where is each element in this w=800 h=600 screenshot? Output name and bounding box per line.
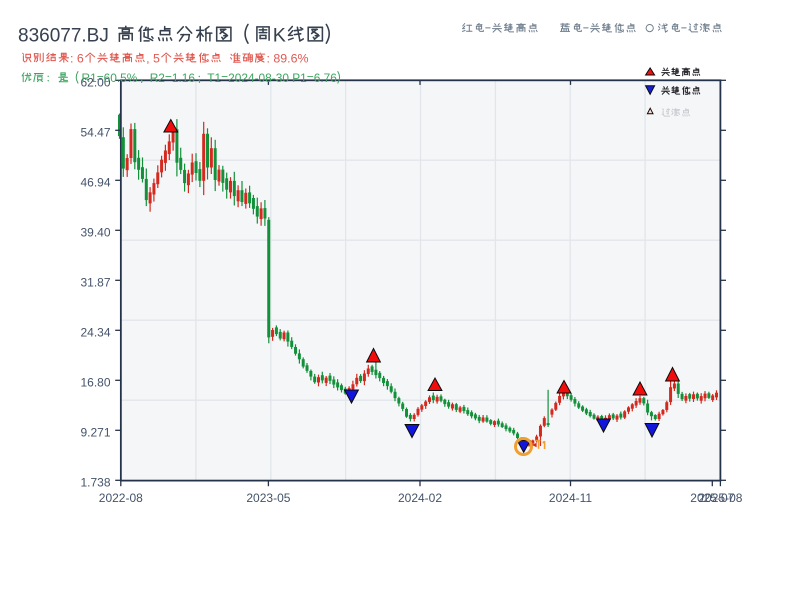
svg-text:: 89.6%: : 89.6% xyxy=(267,52,309,66)
svg-text:2023-05: 2023-05 xyxy=(246,491,290,505)
svg-text:39.40: 39.40 xyxy=(80,225,110,239)
svg-text:R2=1.16: R2=1.16 xyxy=(150,71,196,85)
svg-text:1.738: 1.738 xyxy=(80,475,110,489)
svg-text:2024-02: 2024-02 xyxy=(398,491,442,505)
svg-text:2025-07: 2025-07 xyxy=(690,491,734,505)
svg-text:K: K xyxy=(273,25,286,47)
svg-text:54.47: 54.47 xyxy=(80,125,110,139)
svg-text:T1=2024-08-30 P1=6.76: T1=2024-08-30 P1=6.76 xyxy=(207,71,337,85)
svg-text:31.87: 31.87 xyxy=(80,275,110,289)
svg-text:16.80: 16.80 xyxy=(80,375,110,389)
svg-text:836077.BJ: 836077.BJ xyxy=(18,26,109,47)
svg-text:9.271: 9.271 xyxy=(80,425,110,439)
svg-text:: 6: : 6 xyxy=(70,52,84,66)
svg-text:62.00: 62.00 xyxy=(80,75,110,89)
svg-text:2025-08: 2025-08 xyxy=(698,491,742,505)
svg-text:, 5: , 5 xyxy=(146,52,160,66)
svg-text:24.34: 24.34 xyxy=(80,325,110,339)
svg-text:2024-11: 2024-11 xyxy=(549,491,592,505)
svg-text:2022-08: 2022-08 xyxy=(99,491,143,505)
svg-text:R1=60.5%: R1=60.5% xyxy=(82,71,138,85)
svg-text:46.94: 46.94 xyxy=(80,175,110,189)
